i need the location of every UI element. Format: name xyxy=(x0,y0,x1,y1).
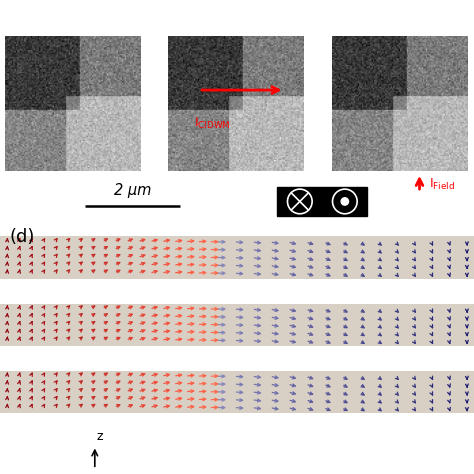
Text: z: z xyxy=(96,430,103,443)
Text: (d): (d) xyxy=(9,228,35,246)
Bar xyxy=(0,371,474,413)
Bar xyxy=(0,303,474,346)
Text: 2 μm: 2 μm xyxy=(114,182,151,198)
Text: I$_{\mathregular{CIDWM}}$: I$_{\mathregular{CIDWM}}$ xyxy=(194,116,231,131)
Text: I$_{\mathregular{Field}}$: I$_{\mathregular{Field}}$ xyxy=(429,177,455,192)
Bar xyxy=(0,237,474,279)
Bar xyxy=(277,187,322,216)
Circle shape xyxy=(341,198,348,205)
Bar xyxy=(322,187,367,216)
